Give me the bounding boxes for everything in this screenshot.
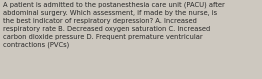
Text: A patient is admitted to the postanesthesia care unit (PACU) after
abdominal sur: A patient is admitted to the postanesthe… bbox=[3, 2, 225, 48]
